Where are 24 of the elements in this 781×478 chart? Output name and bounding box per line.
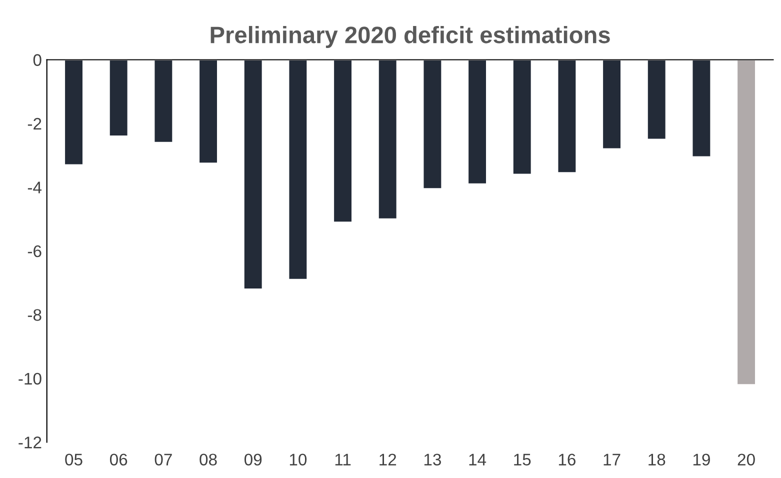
x-tick-label: 15 [514, 454, 531, 466]
x-tick-label: 08 [200, 454, 217, 466]
x-tick-label: 05 [65, 454, 82, 466]
y-tick-label: -2 [28, 118, 42, 130]
x-tick-label: 09 [244, 454, 262, 466]
y-tick-label: -6 [28, 245, 42, 258]
y-tick-label: -12 [18, 436, 42, 448]
x-tick-label: 20 [738, 454, 755, 466]
x-tick-label: 10 [290, 454, 307, 466]
y-tick-label: 0 [33, 54, 42, 66]
x-tick-label: 14 [469, 454, 486, 466]
x-tick-label: 06 [110, 454, 128, 466]
x-tick-label: 17 [604, 454, 620, 466]
x-tick-label: 13 [424, 454, 441, 466]
y-tick-label: -10 [18, 372, 42, 385]
x-tick-label: 07 [154, 454, 172, 466]
y-tick-label: -4 [28, 182, 42, 194]
x-tick-label: 11 [335, 454, 351, 466]
x-tick-label: 18 [648, 454, 666, 466]
x-tick-label: 12 [380, 454, 396, 466]
x-tick-label: 19 [693, 454, 710, 466]
x-tick-label: 16 [558, 454, 576, 466]
chart-title: Preliminary 2020 deficit estimations [210, 26, 610, 48]
y-tick-label: -8 [28, 309, 42, 321]
